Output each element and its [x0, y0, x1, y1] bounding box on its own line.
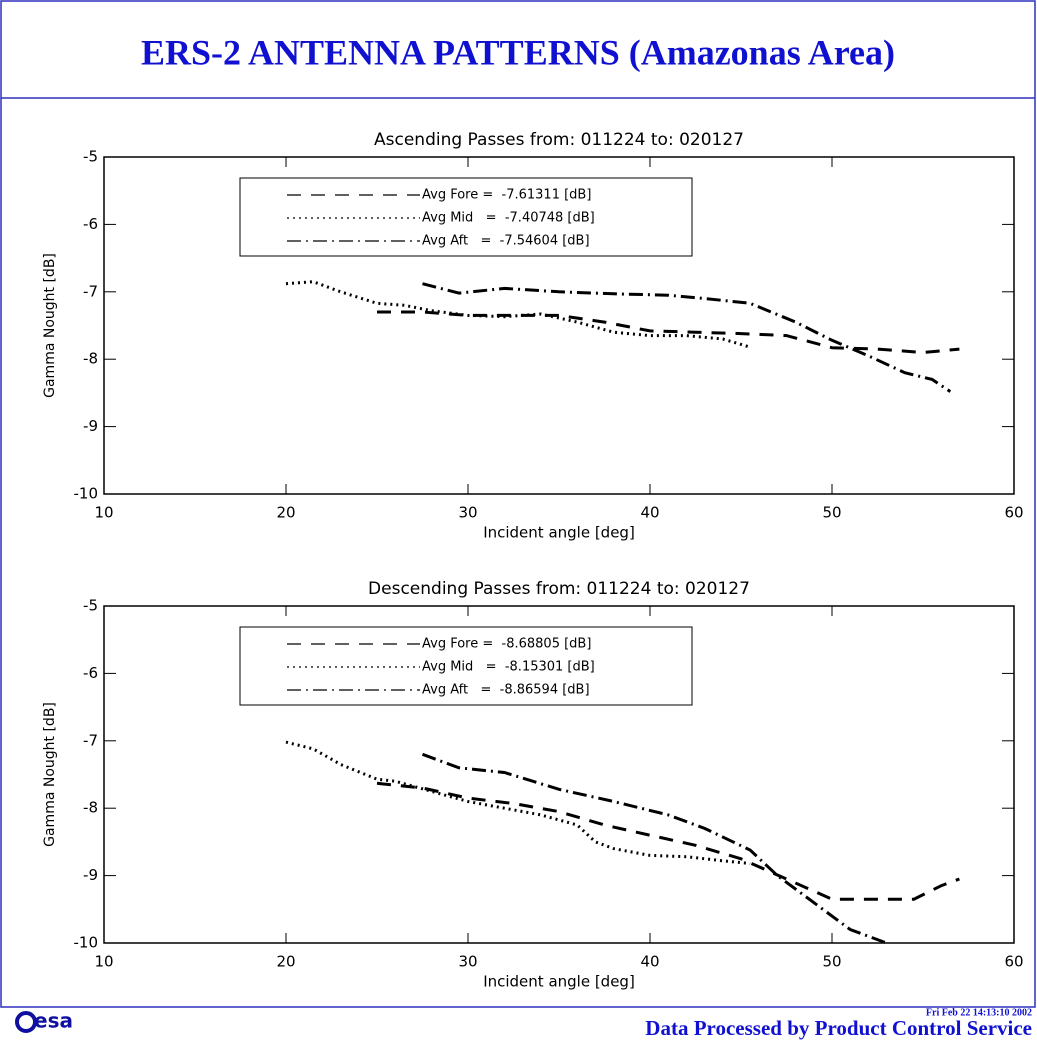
data-line: [422, 282, 952, 393]
data-line: [421, 752, 888, 945]
y-tick-label: -5: [83, 148, 98, 166]
data-line: [285, 280, 751, 349]
y-tick-label: -10: [74, 934, 99, 952]
y-tick-label: -8: [83, 350, 98, 368]
legend-label: Avg Aft = -7.54604 [dB]: [422, 234, 590, 249]
y-tick-label: -6: [83, 215, 98, 233]
credit: Data Processed by Product Control Servic…: [645, 1016, 1032, 1040]
x-tick-label: 20: [276, 504, 295, 522]
x-tick-label: 40: [640, 953, 659, 971]
y-axis-label: Gamma Nought [dB]: [42, 253, 58, 398]
x-tick-label: 60: [1004, 953, 1023, 971]
logo-mark: [15, 1011, 37, 1033]
x-axis-label: Incident angle [deg]: [483, 524, 635, 542]
x-axis-label: Incident angle [deg]: [483, 973, 635, 991]
x-tick-label: 30: [458, 953, 477, 971]
y-tick-label: -5: [83, 597, 98, 615]
x-tick-label: 50: [822, 953, 841, 971]
page-title: ERS-2 ANTENNA PATTERNS (Amazonas Area): [141, 32, 895, 72]
chart: Descending Passes from: 011224 to: 02012…: [42, 579, 1024, 991]
data-line: [377, 310, 960, 355]
data-line: [376, 781, 960, 901]
legend-label: Avg Aft = -8.86594 [dB]: [422, 683, 590, 698]
chart-title: Descending Passes from: 011224 to: 02012…: [368, 579, 750, 599]
y-tick-label: -9: [83, 866, 98, 884]
y-tick-label: -9: [83, 417, 98, 435]
x-tick-label: 10: [94, 953, 113, 971]
timestamp: Fri Feb 22 14:13:10 2002: [926, 1007, 1032, 1018]
plot-frame: [103, 156, 1015, 495]
x-tick-label: 20: [276, 953, 295, 971]
x-tick-label: 40: [640, 504, 659, 522]
legend-label: Avg Mid = -8.15301 [dB]: [422, 660, 595, 675]
y-tick-label: -8: [83, 799, 98, 817]
y-tick-label: -7: [83, 731, 98, 749]
frame: [0, 0, 1036, 1008]
y-tick-label: -6: [83, 664, 98, 682]
legend-box: [239, 626, 693, 706]
x-tick-label: 30: [458, 504, 477, 522]
x-tick-label: 60: [1004, 504, 1023, 522]
chart: Ascending Passes from: 011224 to: 020127…: [42, 130, 1024, 542]
y-tick-label: -10: [74, 485, 99, 503]
chart-title: Ascending Passes from: 011224 to: 020127: [374, 130, 744, 150]
legend-label: Avg Fore = -7.61311 [dB]: [422, 188, 591, 203]
data-line: [285, 740, 751, 865]
legend-label: Avg Mid = -7.40748 [dB]: [422, 211, 595, 226]
esa-logo: esa: [15, 1009, 73, 1033]
y-axis-label: Gamma Nought [dB]: [42, 702, 58, 847]
y-tick-label: -7: [83, 282, 98, 300]
legend-box: [239, 177, 693, 257]
logo-text: esa: [34, 1009, 73, 1033]
x-tick-label: 10: [94, 504, 113, 522]
plot-frame: [103, 605, 1015, 944]
legend-label: Avg Fore = -8.68805 [dB]: [422, 637, 591, 652]
x-tick-label: 50: [822, 504, 841, 522]
